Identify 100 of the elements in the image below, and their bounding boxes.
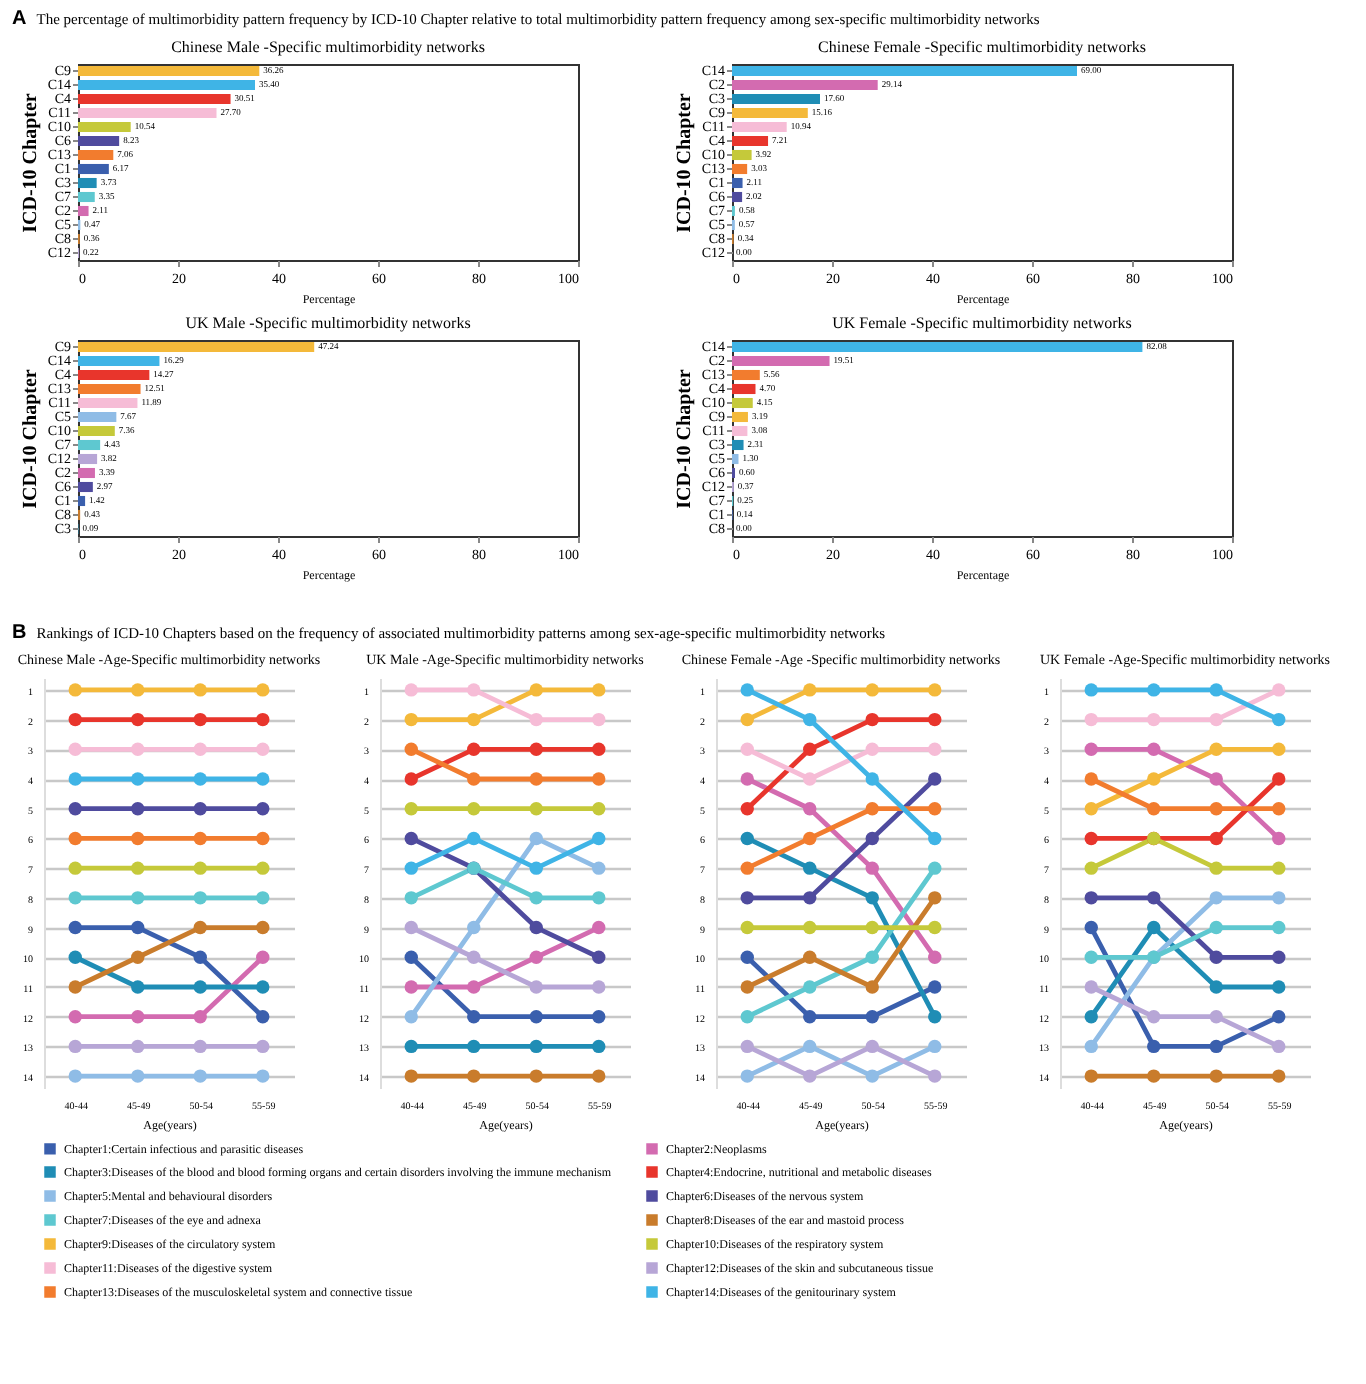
point <box>1272 861 1286 875</box>
bar <box>732 79 878 91</box>
point <box>529 980 543 994</box>
point <box>68 1069 82 1083</box>
point <box>467 802 481 816</box>
bar <box>732 177 743 189</box>
point <box>1084 1069 1098 1083</box>
point <box>131 831 145 846</box>
point <box>467 742 481 756</box>
point <box>592 891 606 905</box>
point <box>1147 1039 1161 1054</box>
bar <box>732 65 1077 77</box>
point <box>1147 712 1161 727</box>
point <box>193 980 207 994</box>
bar <box>732 191 743 203</box>
point <box>1084 772 1098 786</box>
point <box>1209 1010 1223 1024</box>
point <box>740 742 754 756</box>
point <box>529 712 543 727</box>
point <box>592 742 606 756</box>
point <box>1272 1010 1286 1024</box>
point <box>467 1039 481 1054</box>
point <box>256 1069 270 1083</box>
point <box>740 772 754 786</box>
bar <box>732 121 787 133</box>
point <box>256 920 270 935</box>
point <box>529 742 543 756</box>
point <box>1209 891 1223 905</box>
point <box>865 891 879 905</box>
bar <box>78 135 120 147</box>
point <box>193 950 207 964</box>
point <box>1084 980 1098 994</box>
point <box>193 1039 207 1054</box>
point <box>1084 1010 1098 1024</box>
point <box>193 920 207 935</box>
point <box>865 1039 879 1054</box>
bar <box>78 177 97 189</box>
point <box>865 1010 879 1024</box>
bar <box>732 425 748 437</box>
point <box>740 891 754 905</box>
point <box>68 831 82 846</box>
point <box>68 1039 82 1054</box>
point <box>592 980 606 994</box>
point <box>467 1010 481 1024</box>
point <box>131 1039 145 1054</box>
point <box>256 772 270 786</box>
point <box>467 980 481 994</box>
point <box>1147 683 1161 697</box>
point <box>1084 920 1098 935</box>
bar <box>78 205 89 217</box>
point <box>592 683 606 697</box>
point <box>592 1010 606 1024</box>
point <box>1272 772 1286 786</box>
point <box>803 861 817 875</box>
point <box>467 920 481 935</box>
point <box>529 802 543 816</box>
point <box>740 861 754 875</box>
bar <box>78 355 160 367</box>
point <box>592 802 606 816</box>
point <box>740 802 754 816</box>
y-axis-title: ICD-10 Chapter <box>673 368 696 509</box>
point <box>1084 802 1098 816</box>
point <box>803 1069 817 1083</box>
point <box>928 712 942 727</box>
bar <box>732 411 748 423</box>
point <box>529 950 543 964</box>
point <box>865 920 879 935</box>
point <box>193 1010 207 1024</box>
point <box>404 1069 418 1083</box>
point <box>68 802 82 816</box>
point <box>865 772 879 786</box>
point <box>740 1069 754 1083</box>
point <box>928 861 942 875</box>
point <box>803 742 817 756</box>
point <box>1272 683 1286 697</box>
point <box>740 683 754 697</box>
bar <box>732 135 769 147</box>
point <box>928 831 942 846</box>
point <box>529 831 543 846</box>
point <box>1272 1039 1286 1054</box>
point <box>529 1069 543 1083</box>
point <box>803 920 817 935</box>
point <box>928 920 942 935</box>
point <box>865 831 879 846</box>
chart-title: UK Female -Specific multimorbidity networks <box>832 314 1132 332</box>
point <box>131 712 145 727</box>
point <box>803 980 817 994</box>
point <box>131 683 145 697</box>
point <box>740 980 754 994</box>
bar <box>732 453 739 465</box>
point <box>1209 920 1223 935</box>
bar <box>78 163 109 175</box>
point <box>256 950 270 964</box>
point <box>740 950 754 964</box>
point <box>803 891 817 905</box>
point <box>193 831 207 846</box>
point <box>404 683 418 697</box>
point <box>193 1069 207 1083</box>
text: B <box>12 622 27 644</box>
bar <box>78 411 117 423</box>
